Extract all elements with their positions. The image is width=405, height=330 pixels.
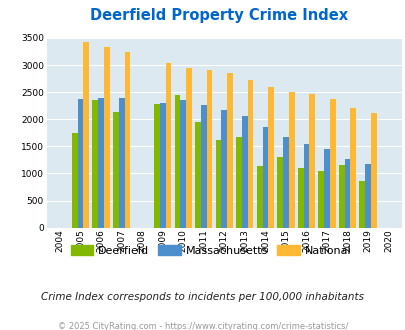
Bar [323,149,329,228]
Bar [338,165,344,228]
Bar [124,51,130,228]
Text: © 2025 CityRating.com - https://www.cityrating.com/crime-statistics/: © 2025 CityRating.com - https://www.city… [58,322,347,330]
Bar [200,105,206,228]
Bar [350,108,355,228]
Bar [247,80,253,228]
Bar [185,68,192,228]
Bar [297,168,303,228]
Bar [227,73,232,228]
Text: Deerfield Property Crime Index: Deerfield Property Crime Index [90,8,347,23]
Bar [329,99,335,228]
Bar [113,112,119,228]
Bar [370,113,376,228]
Bar [268,87,273,228]
Bar [72,133,77,228]
Bar [262,127,268,228]
Bar [83,42,89,228]
Bar [358,181,364,228]
Bar [364,164,370,228]
Bar [195,122,200,228]
Bar [165,63,171,228]
Bar [282,137,288,228]
Bar [154,104,160,228]
Bar [256,166,262,228]
Text: Crime Index corresponds to incidents per 100,000 inhabitants: Crime Index corresponds to incidents per… [41,292,364,302]
Bar [318,171,323,228]
Bar [221,110,227,228]
Bar [174,95,180,228]
Bar [160,103,165,228]
Bar [104,47,109,228]
Bar [309,94,314,228]
Bar [92,100,98,228]
Bar [215,140,221,228]
Bar [206,71,212,228]
Bar [77,99,83,228]
Legend: Deerfield, Massachusetts, National: Deerfield, Massachusetts, National [66,240,355,260]
Bar [180,100,185,228]
Bar [236,137,241,228]
Bar [98,98,104,228]
Bar [241,116,247,228]
Bar [288,92,294,228]
Bar [277,157,282,228]
Bar [344,159,350,228]
Bar [119,98,124,228]
Bar [303,144,309,228]
